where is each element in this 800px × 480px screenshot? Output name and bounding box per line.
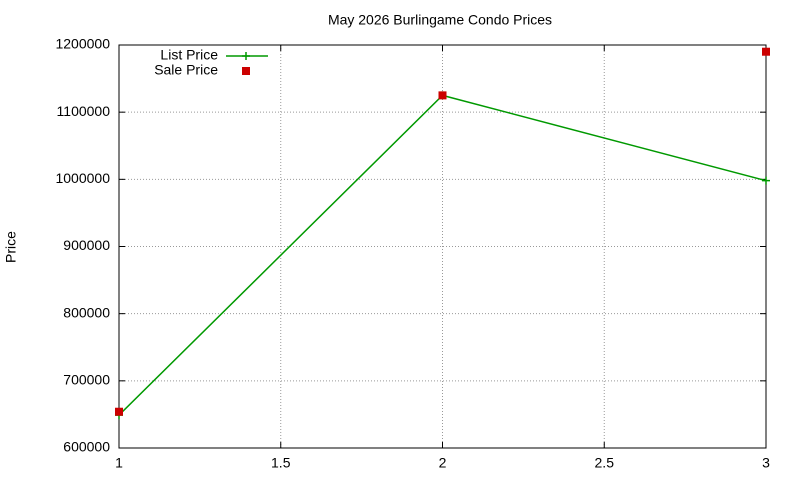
data-point bbox=[762, 176, 770, 185]
y-tick-label: 1100000 bbox=[57, 103, 111, 119]
y-tick-label: 1000000 bbox=[55, 170, 110, 186]
x-tick-label: 2.5 bbox=[595, 455, 615, 471]
x-tick-label: 1.5 bbox=[271, 455, 291, 471]
legend-label: Sale Price bbox=[154, 62, 218, 78]
y-tick-label: 900000 bbox=[63, 237, 110, 253]
data-point bbox=[438, 91, 447, 100]
x-tick-label: 3 bbox=[762, 455, 770, 471]
data-point bbox=[115, 407, 123, 416]
legend-marker bbox=[242, 52, 250, 60]
y-tick-label: 600000 bbox=[63, 439, 110, 455]
x-tick-label: 2 bbox=[439, 455, 447, 471]
y-tick-label: 1200000 bbox=[55, 36, 110, 52]
x-tick-label: 1 bbox=[115, 455, 123, 471]
y-tick-label: 700000 bbox=[63, 372, 110, 388]
legend-marker bbox=[242, 67, 250, 75]
y-tick-label: 800000 bbox=[63, 304, 110, 320]
legend-label: List Price bbox=[160, 47, 218, 63]
plot-frame bbox=[118, 44, 767, 449]
data-point bbox=[762, 47, 770, 56]
y-axis-label: Price bbox=[3, 231, 19, 263]
chart-title: May 2026 Burlingame Condo Prices bbox=[328, 12, 552, 28]
